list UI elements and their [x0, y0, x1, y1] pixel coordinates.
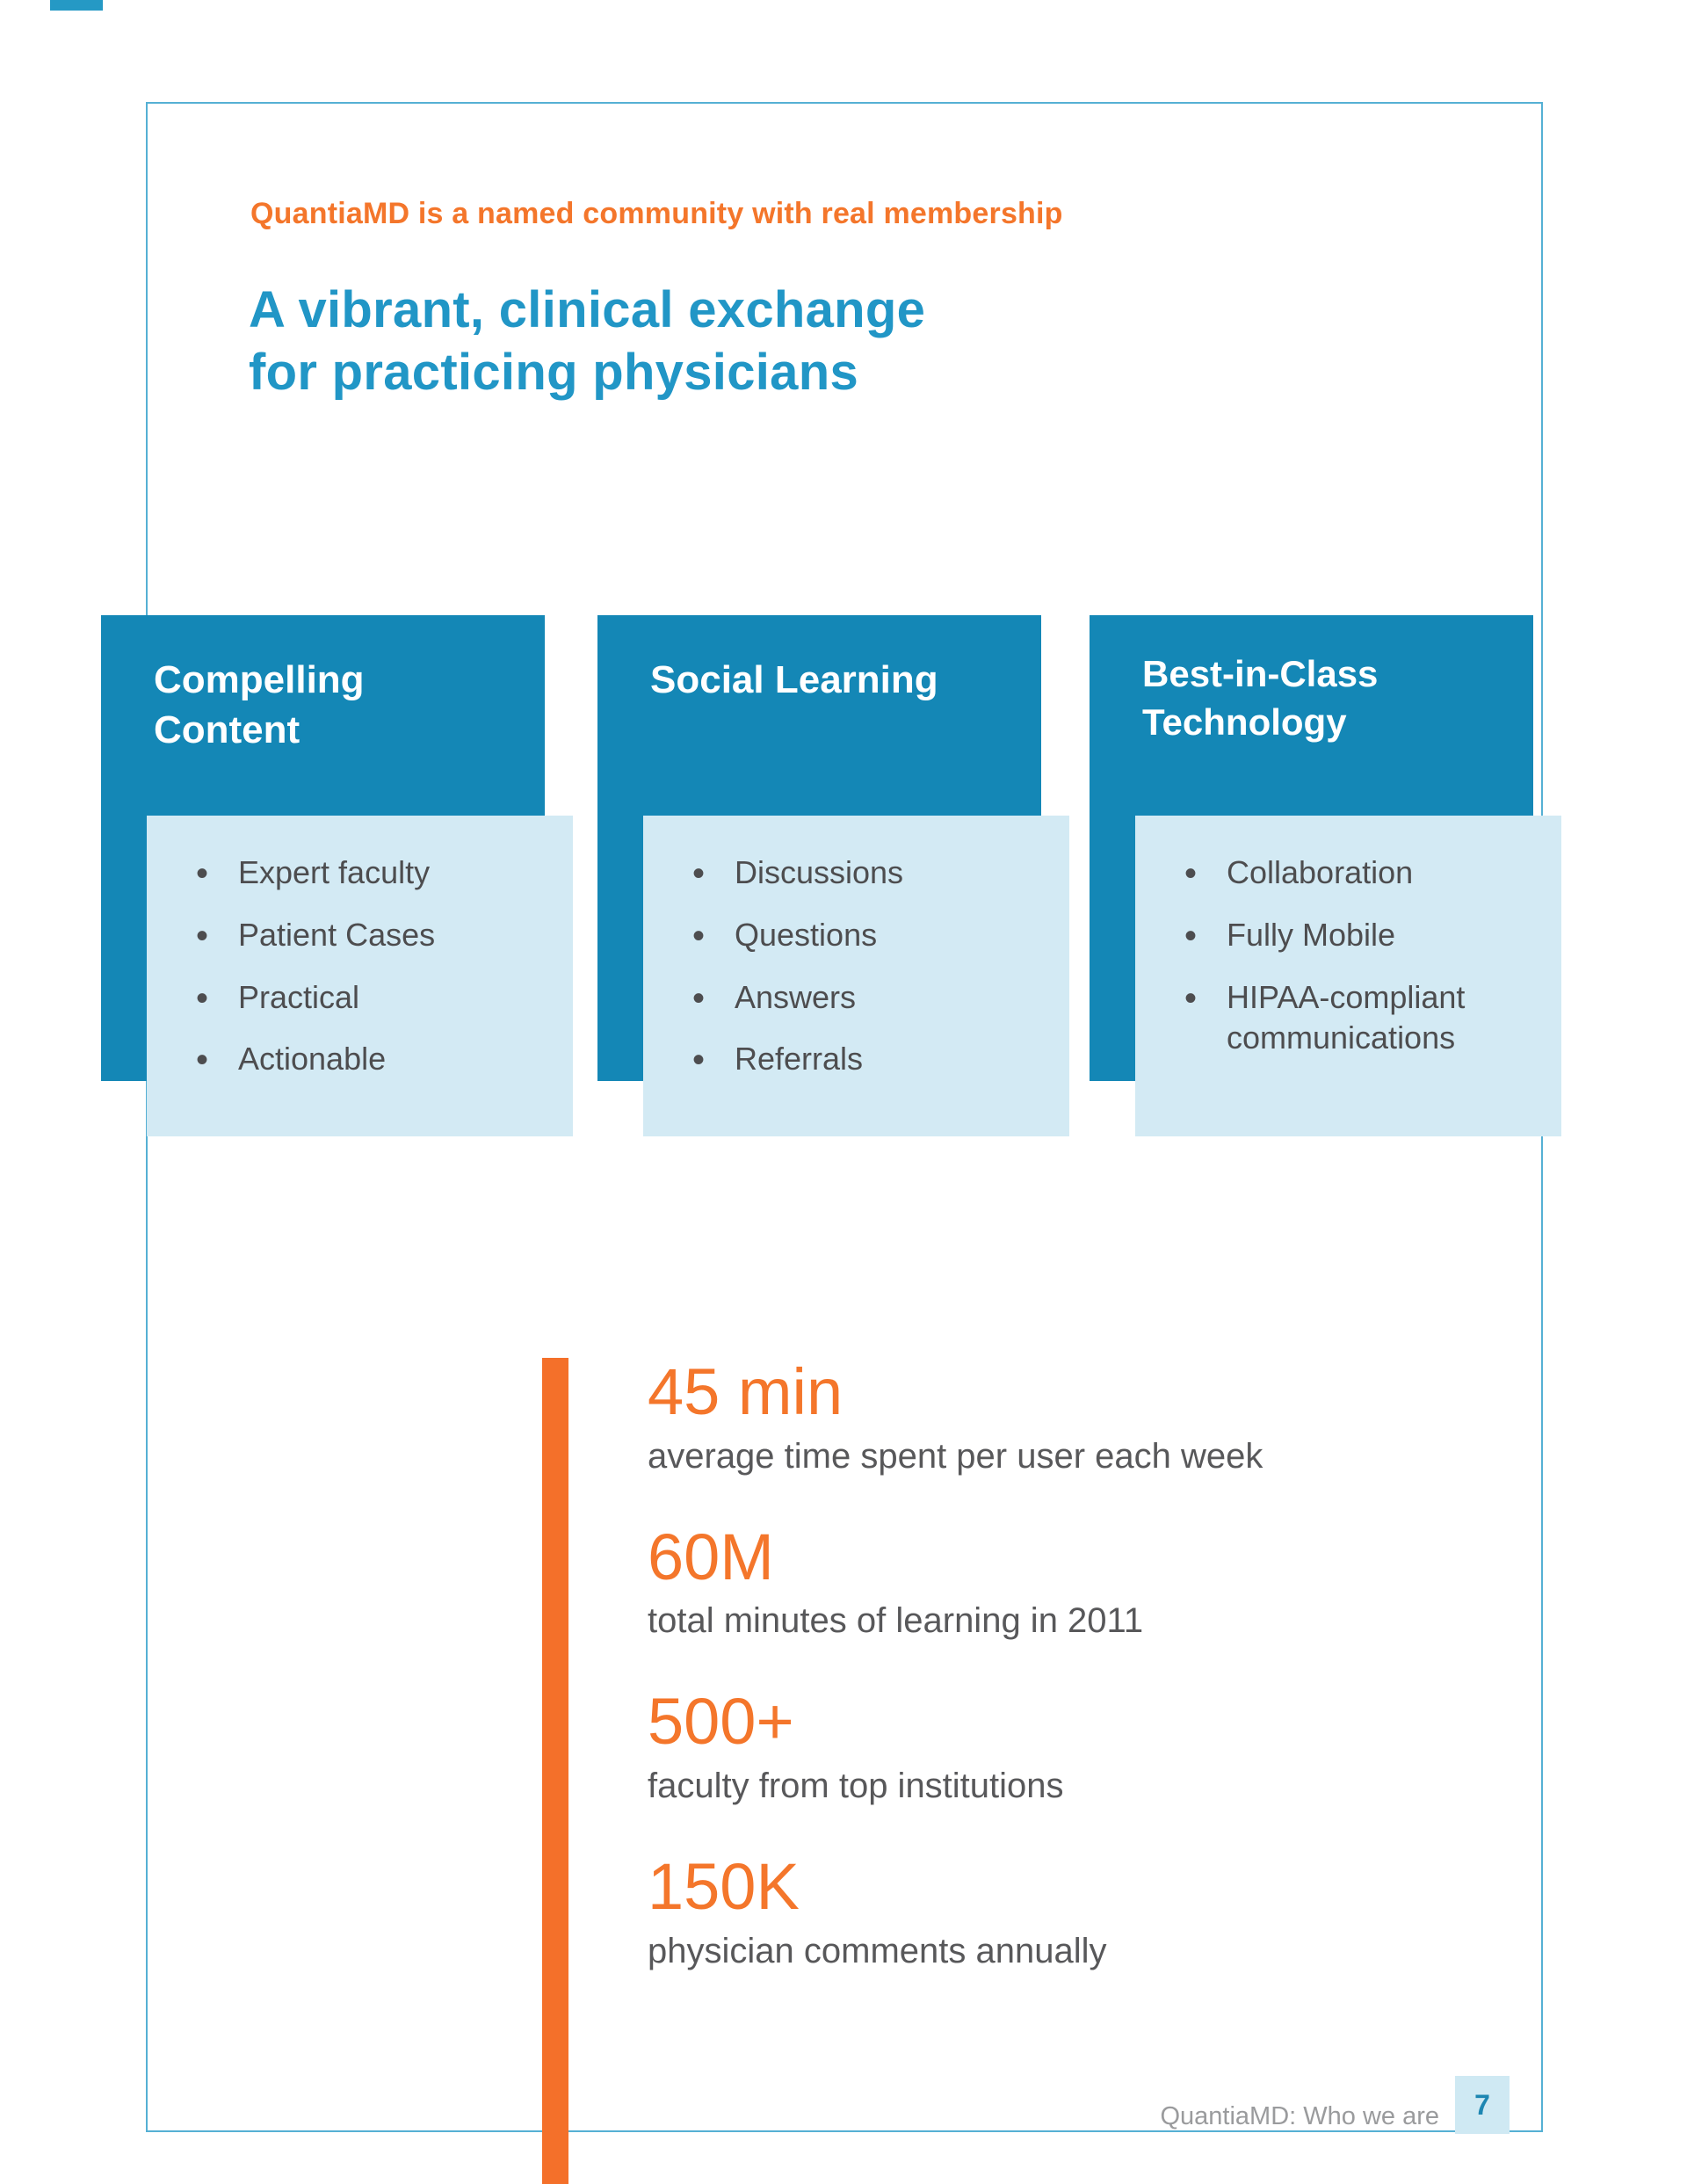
stat-value: 500+: [648, 1685, 794, 1759]
bullet-list: Expert faculty Patient Cases Practical A…: [189, 851, 547, 1083]
column-bullet-panel: Discussions Questions Answers Referrals: [643, 816, 1069, 1136]
column-header: Social Learning: [650, 658, 938, 701]
bullet-item: Actionable: [189, 1037, 547, 1083]
bullet-item: Practical: [189, 976, 547, 1021]
stats-list: 45 min average time spent per user each …: [648, 1358, 1491, 2018]
stat-label: average time spent per user each week: [648, 1436, 1263, 1476]
bullet-list: Collaboration Fully Mobile HIPAA-complia…: [1177, 851, 1535, 1060]
stat-item: 45 min average time spent per user each …: [648, 1358, 1491, 1479]
stat-item: 500+ faculty from top institutions: [648, 1687, 1491, 1809]
bullet-item: Patient Cases: [189, 913, 547, 959]
footer-caption: QuantiaMD: Who we are: [1160, 2102, 1439, 2130]
bullet-item: Referrals: [685, 1037, 1043, 1083]
stat-value: 45 min: [648, 1355, 844, 1428]
stat-item: 60M total minutes of learning in 2011: [648, 1520, 1491, 1644]
bullet-item: Answers: [685, 976, 1043, 1021]
bullet-list: Discussions Questions Answers Referrals: [685, 851, 1043, 1083]
column-bullet-panel: Collaboration Fully Mobile HIPAA-complia…: [1135, 816, 1561, 1136]
page-number-badge: 7: [1455, 2076, 1510, 2134]
bullet-item: Fully Mobile: [1177, 913, 1535, 959]
column-header: Best-in-Class Technology: [1142, 653, 1379, 743]
stat-value: 150K: [648, 1850, 800, 1924]
top-accent-mark: [50, 0, 103, 11]
bullet-item: Discussions: [685, 851, 1043, 896]
bullet-item: Collaboration: [1177, 851, 1535, 896]
stat-value: 60M: [648, 1520, 774, 1593]
column-header: Compelling Content: [154, 658, 365, 752]
page-title-line2: for practicing physicians: [249, 343, 859, 401]
stat-item: 150K physician comments annually: [648, 1853, 1491, 1974]
bullet-item: Expert faculty: [189, 851, 547, 896]
stat-label: physician comments annually: [648, 1931, 1107, 1970]
stats-accent-bar: [542, 1358, 568, 2184]
stat-label: faculty from top institutions: [648, 1767, 1064, 1806]
feature-column-best-in-class-technology: Best-in-Class Technology Collaboration F…: [1090, 615, 1561, 1136]
column-bullet-panel: Expert faculty Patient Cases Practical A…: [147, 816, 573, 1136]
eyebrow-heading: QuantiaMD is a named community with real…: [250, 197, 1063, 230]
page-number: 7: [1474, 2088, 1490, 2121]
stat-label: total minutes of learning in 2011: [648, 1601, 1144, 1641]
bullet-item: HIPAA-compliant communications: [1177, 976, 1535, 1060]
feature-column-social-learning: Social Learning Discussions Questions An…: [597, 615, 1069, 1136]
page-title: A vibrant, clinical exchange for practici…: [249, 279, 925, 404]
bullet-item: Questions: [685, 913, 1043, 959]
page-title-line1: A vibrant, clinical exchange: [249, 281, 926, 338]
feature-column-compelling-content: Compelling Content Expert faculty Patien…: [101, 615, 573, 1136]
